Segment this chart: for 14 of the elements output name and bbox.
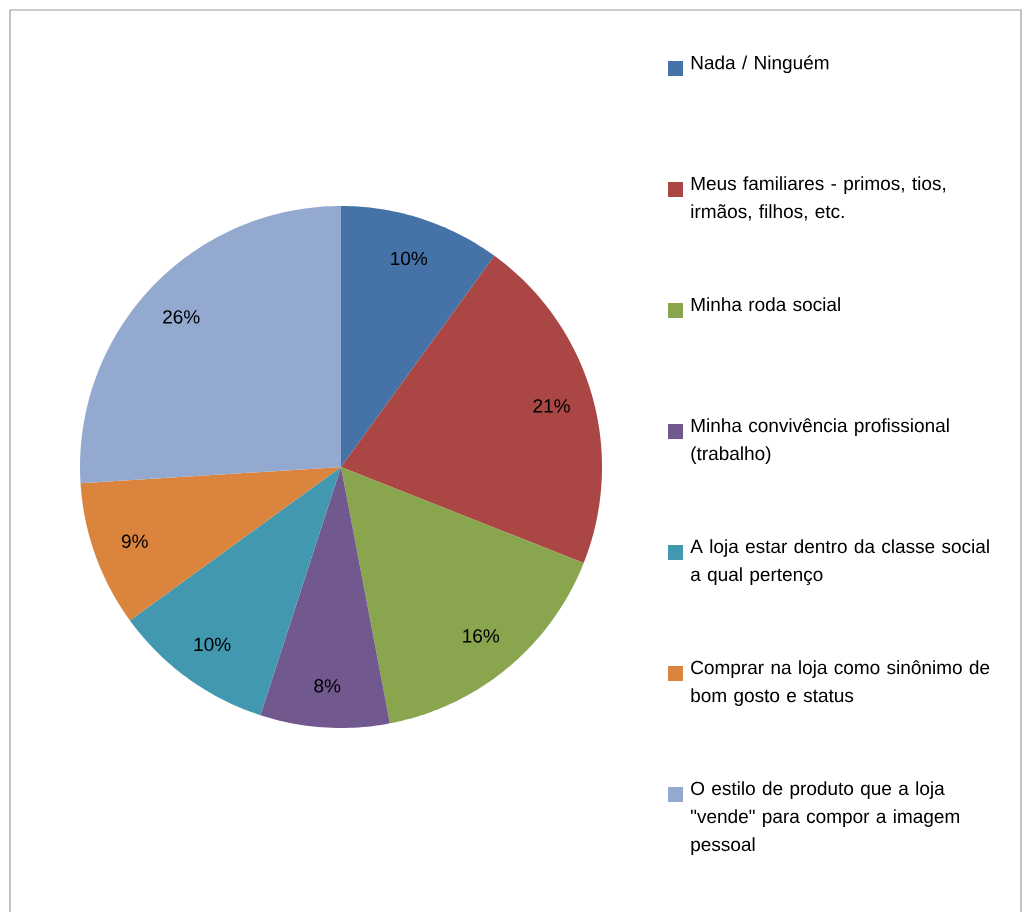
legend-label: Minha convivência profissional (trabalho) (691, 418, 949, 464)
legend-label: A loja estar dentro da classe social a qual pertenço (690, 539, 989, 585)
legend-label: Minha roda social (691, 297, 840, 312)
data-label: 8% (314, 679, 341, 693)
legend-label: O estilo de produto que a loja "vende" para compor a imagem pessoal (691, 781, 960, 855)
legend-label: Nada / Ninguém (691, 55, 829, 74)
data-label: 21% (533, 399, 570, 413)
data-label: 26% (163, 310, 200, 324)
data-label: 16% (463, 629, 500, 643)
legend-label: Meus familiares - primos, tios, irmãos, filhos, etc. (691, 176, 946, 221)
data-label: 10% (194, 637, 231, 652)
data-label: 10% (391, 251, 428, 266)
data-label: 9% (121, 534, 148, 548)
legend-label: Comprar na loja como sinônimo de bom gosto e status (691, 660, 990, 706)
